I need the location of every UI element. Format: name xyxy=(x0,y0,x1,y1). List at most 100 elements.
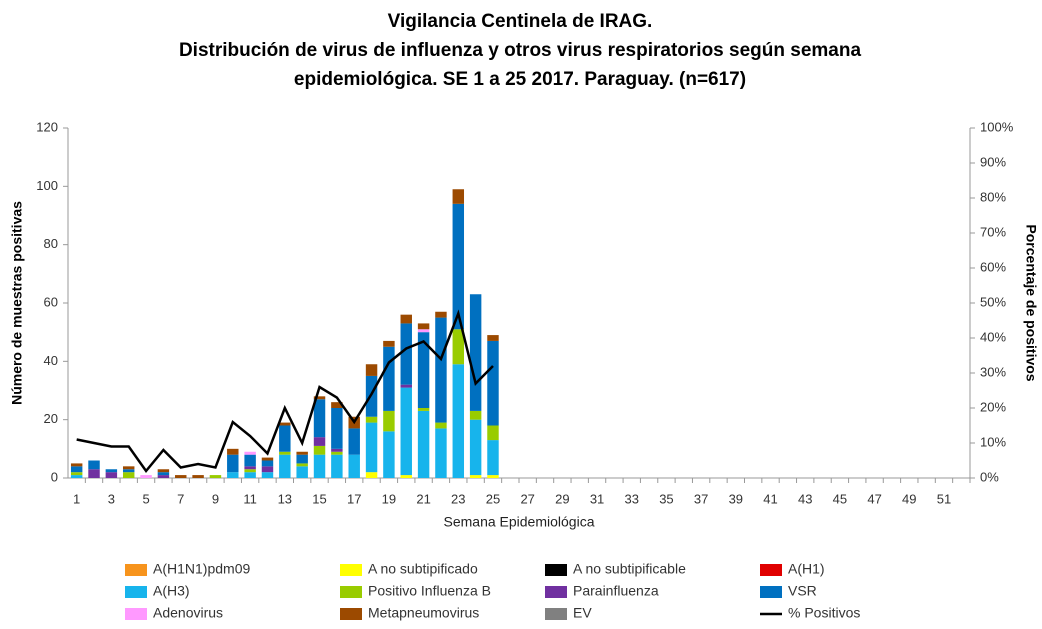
bar-segment xyxy=(435,311,447,318)
legend-swatch xyxy=(760,586,782,598)
x-tick-label: 25 xyxy=(486,491,500,506)
bar-segment xyxy=(261,472,274,478)
bar-segment xyxy=(296,451,308,455)
bar-segment xyxy=(296,463,308,467)
bar-segment xyxy=(400,387,412,476)
x-tick-label: 17 xyxy=(347,491,361,506)
y2-tick-label: 50% xyxy=(980,294,1006,309)
bar-segment xyxy=(296,454,308,464)
x-tick-label: 45 xyxy=(833,491,847,506)
x-tick-label: 43 xyxy=(798,491,812,506)
bar-segment xyxy=(435,317,447,423)
bar-segment xyxy=(157,472,170,476)
bar-segment xyxy=(452,364,465,478)
bar-segment xyxy=(452,189,465,204)
bar-segment xyxy=(227,454,239,473)
bar-segment xyxy=(157,469,170,473)
bar-segment xyxy=(469,419,482,476)
chart-title: epidemiológica. SE 1 a 25 2017. Paraguay… xyxy=(294,69,746,90)
x-tick-label: 5 xyxy=(142,491,149,506)
bar-segment xyxy=(70,475,83,478)
x-tick-label: 27 xyxy=(520,491,534,506)
x-tick-label: 7 xyxy=(177,491,184,506)
bar-segment xyxy=(487,335,499,341)
bar-segment xyxy=(348,454,360,478)
x-tick-label: 19 xyxy=(382,491,396,506)
legend-swatch xyxy=(340,586,362,598)
y-tick-label: 0 xyxy=(51,469,58,484)
bar-segment xyxy=(122,469,135,473)
bar-segment xyxy=(105,472,118,478)
y2-tick-label: 90% xyxy=(980,154,1006,169)
y-tick-label: 40 xyxy=(44,353,58,368)
bar-segment xyxy=(122,466,135,470)
bar-segment xyxy=(70,466,83,473)
legend-swatch xyxy=(545,564,567,576)
legend-swatch xyxy=(760,564,782,576)
bar-segment xyxy=(88,469,100,478)
bar-segment xyxy=(244,469,256,473)
y2-tick-label: 100% xyxy=(980,119,1014,134)
bar-segment xyxy=(122,472,135,478)
legend-label: A no subtipificado xyxy=(368,561,478,577)
bar-segment xyxy=(383,340,395,347)
x-tick-label: 11 xyxy=(243,491,257,506)
bar-segment xyxy=(365,416,378,423)
bar-segment xyxy=(400,323,412,385)
bar-segment xyxy=(435,428,447,478)
x-tick-label: 1 xyxy=(73,491,80,506)
x-tick-label: 37 xyxy=(694,491,708,506)
y2-tick-label: 10% xyxy=(980,434,1006,449)
bar-segment xyxy=(313,437,326,446)
bar-segment xyxy=(469,410,482,420)
x-tick-label: 13 xyxy=(278,491,292,506)
bar-segment xyxy=(70,463,83,467)
bar-segment xyxy=(365,364,378,376)
bar-segment xyxy=(244,466,256,470)
y2-tick-label: 60% xyxy=(980,259,1006,274)
y2-tick-label: 20% xyxy=(980,399,1006,414)
legend-label: EV xyxy=(573,605,592,621)
legend-swatch xyxy=(545,586,567,598)
bar-segment xyxy=(383,431,395,478)
bar-segment xyxy=(279,451,291,455)
bar-segment xyxy=(331,448,343,452)
bar-segment xyxy=(227,472,239,478)
y2-tick-label: 40% xyxy=(980,329,1006,344)
x-tick-label: 21 xyxy=(416,491,430,506)
x-tick-label: 31 xyxy=(590,491,604,506)
bar-segment xyxy=(469,294,482,411)
bar-segment xyxy=(279,422,291,426)
bar-segment xyxy=(348,428,360,455)
legend-swatch xyxy=(340,608,362,620)
legend-label: Adenovirus xyxy=(153,605,223,621)
legend-swatch xyxy=(125,564,147,576)
legend-label: VSR xyxy=(788,583,817,599)
x-tick-label: 39 xyxy=(729,491,743,506)
bar-segment xyxy=(279,425,291,452)
y-tick-label: 120 xyxy=(36,119,58,134)
bar-segment xyxy=(400,314,412,324)
chart-title: Vigilancia Centinela de IRAG. xyxy=(388,11,653,32)
x-tick-label: 41 xyxy=(763,491,777,506)
y-axis-title: Número de muestras positivas xyxy=(9,201,25,405)
bar-segment xyxy=(487,425,499,441)
bar-segment xyxy=(244,454,256,467)
bar-segment xyxy=(331,402,343,408)
bar-segment xyxy=(331,408,343,449)
bar-segment xyxy=(279,454,291,478)
y2-tick-label: 70% xyxy=(980,224,1006,239)
bar-segment xyxy=(452,203,465,330)
bar-segment xyxy=(209,475,222,478)
bar-segment xyxy=(417,323,430,330)
bar-segment xyxy=(313,399,326,438)
bar-segment xyxy=(313,396,326,400)
y-tick-label: 100 xyxy=(36,178,58,193)
bar-segment xyxy=(487,440,499,476)
bar-segment xyxy=(296,466,308,478)
x-tick-label: 49 xyxy=(902,491,916,506)
legend-swatch xyxy=(125,586,147,598)
legend-label: % Positivos xyxy=(788,605,860,621)
bar-segment xyxy=(469,475,482,478)
